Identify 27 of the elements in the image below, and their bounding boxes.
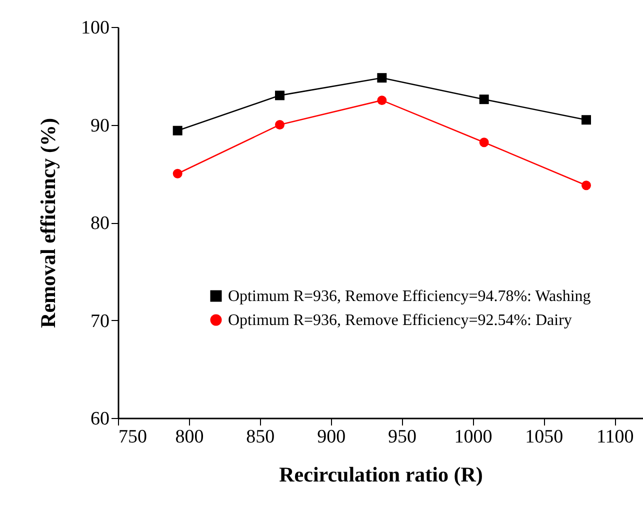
point — [479, 138, 489, 148]
point — [582, 180, 591, 190]
x-tick-label: 1050 — [525, 426, 564, 448]
x-tick-label: 750 — [118, 426, 147, 448]
x-tick-label: 950 — [388, 426, 417, 448]
legend-label: Optimum R=936, Remove Efficiency=92.54%: Dairy — [228, 312, 572, 329]
x-axis-title: Recirculation ratio (R) — [279, 462, 483, 486]
y-tick-label: 80 — [90, 213, 110, 234]
x-tick-label: 1100 — [596, 426, 634, 448]
y-tick-label: 90 — [90, 115, 110, 136]
point — [479, 94, 489, 104]
y-axis-title: Removal efficiency (%) — [36, 118, 60, 328]
y-tick-label: 60 — [90, 408, 110, 430]
legend-label: Optimum R=936, Remove Efficiency=94.78%: Washing — [228, 288, 591, 305]
x-tick-label: 900 — [317, 426, 346, 448]
point — [172, 168, 182, 178]
point — [275, 120, 284, 130]
x-tick-label: 850 — [246, 426, 275, 448]
point — [582, 115, 591, 125]
point — [172, 126, 182, 136]
point — [377, 96, 387, 106]
point — [377, 73, 387, 83]
point — [275, 90, 284, 100]
y-tick-label: 100 — [81, 18, 110, 38]
x-tick-label: 800 — [175, 426, 204, 448]
x-tick-label: 1000 — [454, 426, 492, 448]
y-tick-label: 70 — [90, 310, 110, 332]
